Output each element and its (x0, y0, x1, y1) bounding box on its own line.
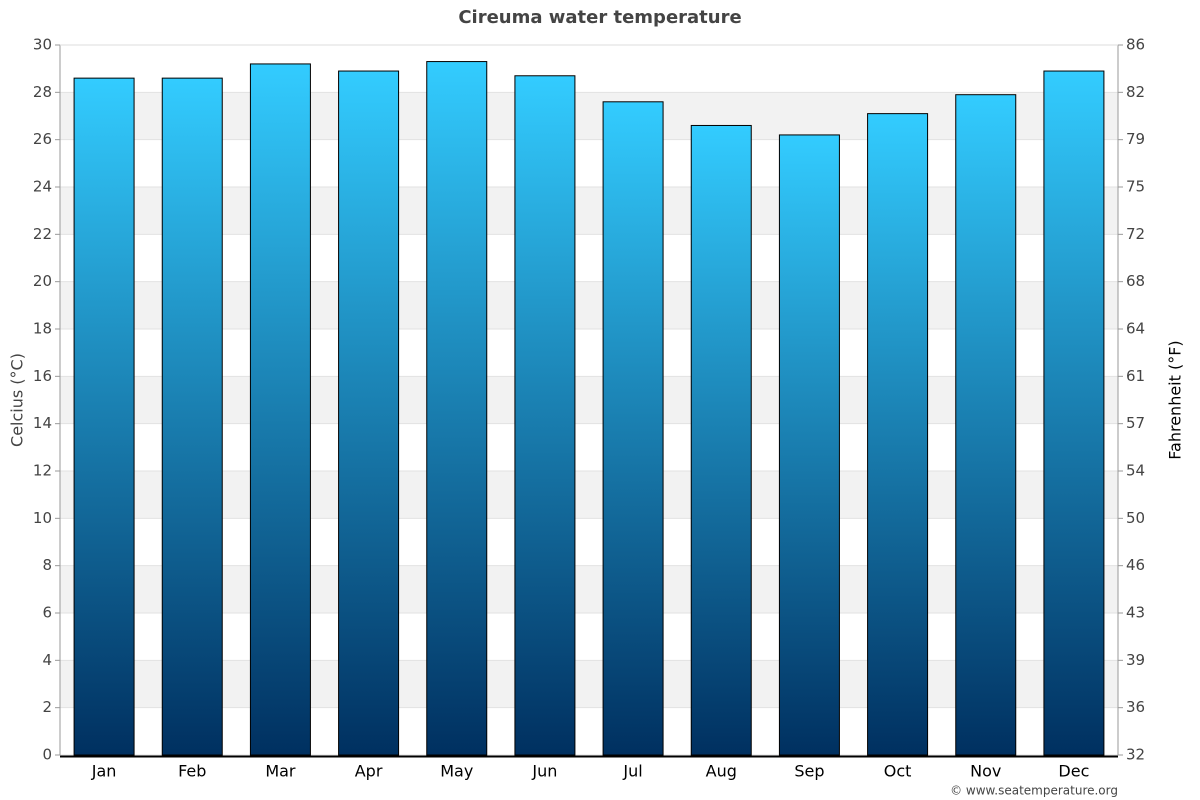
y2-tick-label: 46 (1126, 556, 1145, 574)
y-tick-label: 22 (33, 225, 52, 243)
bar (1043, 70, 1105, 756)
grid-band (60, 281, 1118, 329)
bar (514, 75, 576, 756)
y2-tick-label: 43 (1126, 604, 1145, 622)
bar (955, 94, 1017, 756)
bar (161, 77, 223, 756)
bar (867, 113, 929, 756)
bar (73, 77, 135, 756)
bar (426, 61, 488, 756)
x-tick-label: Mar (265, 762, 296, 781)
x-tick-label: Jun (531, 762, 557, 781)
y2-tick-label: 82 (1126, 83, 1145, 101)
y2-tick-label: 39 (1126, 651, 1145, 669)
x-tick-label: Dec (1058, 762, 1089, 781)
grid-band (60, 376, 1118, 424)
y2-axis-label: Fahrenheit (°F) (1166, 340, 1185, 459)
y2-tick-label: 57 (1126, 414, 1145, 432)
y2-tick-label: 75 (1126, 178, 1145, 196)
y-tick-label: 14 (33, 414, 52, 432)
y-tick-label: 8 (42, 556, 52, 574)
y2-tick-label: 68 (1126, 272, 1145, 290)
y-tick-label: 16 (33, 367, 52, 385)
y-tick-label: 2 (42, 698, 52, 716)
bar (690, 124, 752, 756)
credit: © www.seatemperature.org (950, 784, 1118, 798)
y-tick-label: 12 (33, 462, 52, 480)
y-tick-label: 30 (33, 36, 52, 54)
chart-title: Cireuma water temperature (458, 7, 741, 28)
y-axis-label: Celcius (°C) (8, 353, 27, 447)
x-tick-label: Nov (970, 762, 1001, 781)
bar (778, 134, 840, 756)
y2-tick-label: 32 (1126, 746, 1145, 764)
grid-band (60, 471, 1118, 519)
x-tick-label: Jul (622, 762, 642, 781)
x-tick-label: Feb (178, 762, 206, 781)
y2-tick-label: 36 (1126, 698, 1145, 716)
x-tick-label: Oct (884, 762, 912, 781)
y2-tick-label: 61 (1126, 367, 1145, 385)
y-tick-label: 4 (42, 651, 52, 669)
x-tick-label: Sep (794, 762, 824, 781)
grid-band (60, 187, 1118, 235)
y2-tick-label: 86 (1126, 36, 1145, 54)
x-tick-label: Aug (706, 762, 737, 781)
y-tick-label: 20 (33, 272, 52, 290)
x-tick-label: May (440, 762, 473, 781)
y2-tick-label: 72 (1126, 225, 1145, 243)
y2-tick-label: 64 (1126, 320, 1145, 338)
bar (602, 101, 664, 756)
y-tick-label: 18 (33, 320, 52, 338)
y-tick-label: 6 (42, 604, 52, 622)
y2-tick-label: 54 (1126, 462, 1145, 480)
y-tick-label: 0 (42, 746, 52, 764)
y2-tick-label: 79 (1126, 130, 1145, 148)
y-tick-label: 10 (33, 509, 52, 527)
grid-band (60, 92, 1118, 140)
bar (338, 70, 400, 756)
y-tick-label: 26 (33, 130, 52, 148)
x-tick-label: Jan (91, 762, 117, 781)
y2-tick-label: 50 (1126, 509, 1145, 527)
grid-band (60, 565, 1118, 613)
y-tick-label: 24 (33, 178, 52, 196)
y-tick-label: 28 (33, 83, 52, 101)
x-tick-label: Apr (355, 762, 383, 781)
bar (249, 63, 311, 756)
grid-band (60, 660, 1118, 708)
